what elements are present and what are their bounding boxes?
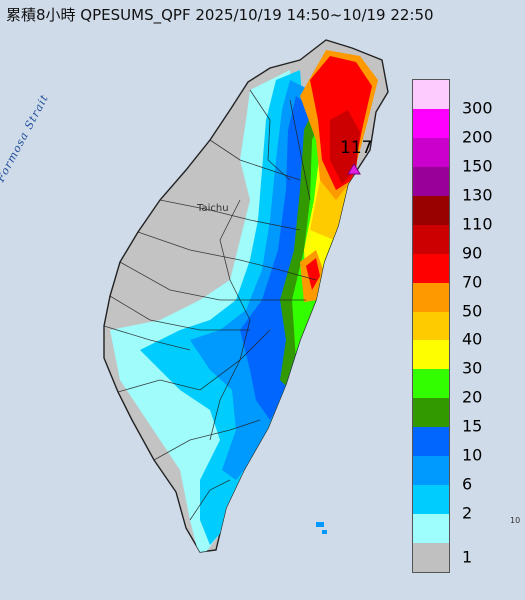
- legend-label: 150: [462, 156, 493, 176]
- legend-label: 15: [462, 416, 483, 436]
- legend-swatch: [413, 543, 449, 573]
- legend-swatch: [413, 340, 449, 370]
- max-rain-value: 117: [340, 138, 373, 158]
- legend-label: 300: [462, 98, 493, 118]
- legend-label: 90: [462, 243, 483, 263]
- legend-label: 70: [462, 272, 483, 292]
- legend-label: 6: [462, 474, 473, 494]
- county-boundaries: [103, 89, 317, 521]
- legend-swatch: [413, 195, 449, 225]
- legend-label: 2: [462, 503, 473, 523]
- legend-swatch: [413, 108, 449, 138]
- legend-swatch: [413, 253, 449, 283]
- legend-label: 1: [462, 547, 473, 567]
- edge-label: 10: [510, 516, 521, 525]
- legend-swatch: [413, 398, 449, 428]
- legend-label: 110: [462, 214, 493, 234]
- legend-label: 130: [462, 185, 493, 205]
- map-title: 累積8小時 QPESUMS_QPF 2025/10/19 14:50~10/19…: [6, 6, 434, 24]
- outlying-islands: [316, 522, 327, 534]
- color-legend: [412, 79, 450, 573]
- legend-label: 20: [462, 387, 483, 407]
- legend-label: 30: [462, 358, 483, 378]
- legend-swatch: [413, 166, 449, 196]
- legend-swatch: [413, 485, 449, 515]
- taiwan-land: [103, 39, 389, 553]
- max-rain-marker: [347, 163, 361, 175]
- legend-label: 200: [462, 127, 493, 147]
- legend-label: 50: [462, 301, 483, 321]
- legend-swatch: [413, 80, 449, 109]
- rain-50mm-south: [306, 258, 320, 290]
- rain-90mm: [330, 110, 360, 184]
- legend-swatch: [413, 369, 449, 399]
- legend-label: 10: [462, 445, 483, 465]
- legend-swatch: [413, 456, 449, 486]
- legend-swatch: [413, 311, 449, 341]
- legend-swatch: [413, 137, 449, 167]
- legend-swatch: [413, 514, 449, 544]
- legend-swatch: [413, 427, 449, 457]
- legend-swatch: [413, 282, 449, 312]
- legend-label: 40: [462, 329, 483, 349]
- legend-swatch: [413, 224, 449, 254]
- city-label: Taichu: [197, 203, 229, 214]
